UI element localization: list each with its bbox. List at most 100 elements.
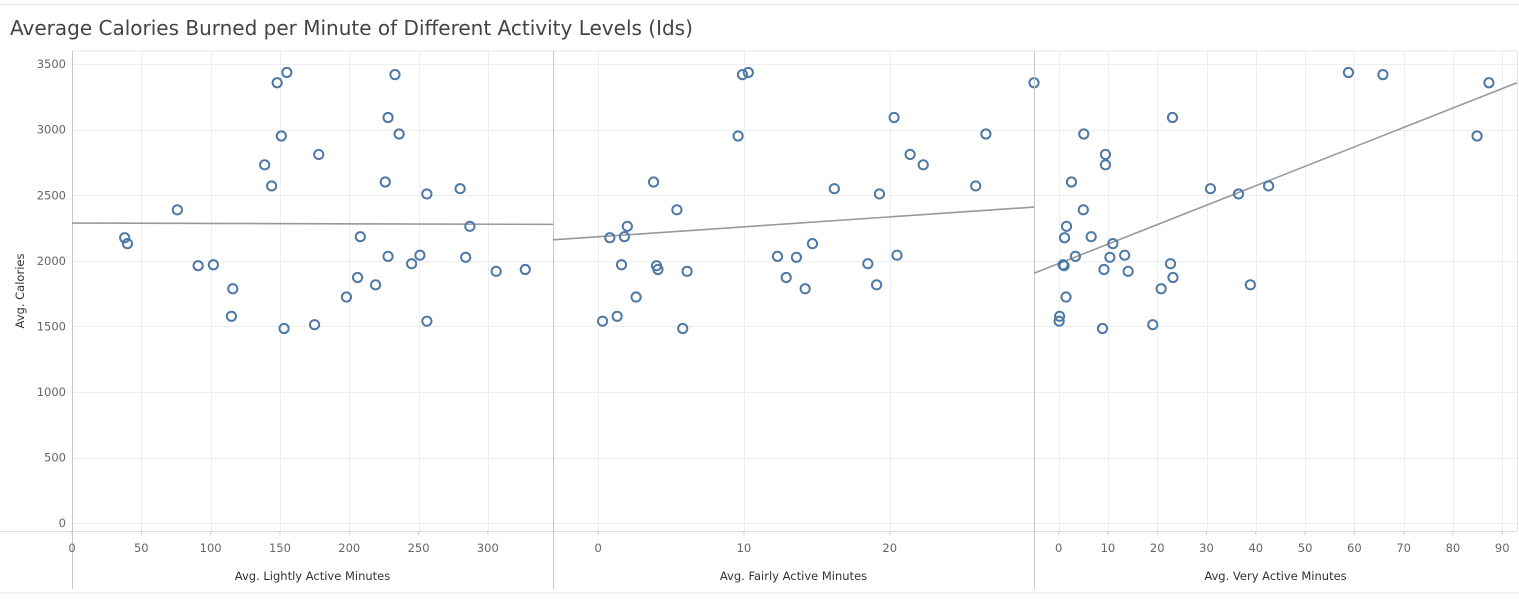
data-point: [1060, 220, 1073, 232]
data-point: [266, 180, 278, 192]
data-point: [1244, 279, 1256, 291]
x-tick-label: 200: [338, 541, 360, 555]
data-point: [308, 319, 321, 331]
data-point: [1147, 319, 1159, 331]
data-point: [1069, 250, 1082, 262]
x-tick-label: 50: [1298, 541, 1313, 555]
data-point: [464, 220, 476, 232]
x-tick-label: 150: [269, 541, 291, 555]
data-point: [454, 183, 466, 195]
data-point: [681, 265, 693, 277]
data-point: [596, 315, 609, 327]
data-point: [970, 180, 982, 192]
data-point: [1263, 180, 1275, 192]
data-point: [1098, 263, 1110, 276]
data-point: [281, 66, 293, 79]
data-point: [618, 231, 631, 243]
x-tick-label: 0: [68, 541, 75, 555]
data-point: [369, 279, 382, 291]
x-tick-label: 30: [1199, 541, 1214, 555]
data-point: [732, 130, 744, 142]
data-point: [1060, 291, 1072, 303]
data-point: [1377, 69, 1389, 81]
data-point: [1104, 251, 1116, 263]
data-point: [351, 271, 364, 284]
x-tick-label: 100: [200, 541, 222, 555]
data-point: [870, 279, 883, 291]
x-tick-label: 80: [1446, 541, 1461, 555]
data-point: [389, 69, 401, 81]
data-point: [119, 232, 131, 244]
data-point: [313, 148, 325, 161]
top-rule: [0, 4, 1519, 5]
data-point: [354, 231, 366, 243]
y-tick-label: 0: [59, 516, 66, 530]
data-point: [121, 238, 134, 250]
x-tick-label: 0: [595, 541, 602, 555]
data-point: [1167, 271, 1179, 284]
x-tick-label: 0: [1055, 541, 1062, 555]
data-point: [1166, 111, 1179, 124]
x-tick-label: 300: [477, 541, 499, 555]
trend-line: [552, 206, 1035, 241]
data-point: [382, 111, 394, 124]
data-point: [406, 258, 418, 270]
data-point: [519, 263, 531, 276]
data-point: [1204, 183, 1217, 195]
x-tick-label: 250: [408, 541, 430, 555]
data-point: [1483, 77, 1495, 89]
data-point: [742, 66, 754, 79]
data-point: [862, 258, 874, 270]
data-point: [1078, 128, 1090, 140]
data-point: [799, 283, 811, 295]
data-point: [171, 204, 183, 216]
data-point: [1164, 258, 1177, 270]
data-point: [421, 188, 433, 200]
data-point: [780, 271, 792, 284]
data-point: [192, 260, 204, 272]
data-point: [259, 159, 271, 171]
x-axis-title: Avg. Very Active Minutes: [1204, 569, 1346, 583]
data-point: [490, 265, 502, 277]
data-point: [1471, 130, 1483, 142]
y-tick-label: 3500: [37, 57, 66, 71]
chart-title: Average Calories Burned per Minute of Di…: [10, 16, 693, 40]
data-point: [611, 310, 623, 322]
x-tick-label: 20: [882, 541, 897, 555]
data-point: [382, 250, 394, 262]
data-point: [671, 204, 683, 216]
data-point: [888, 111, 900, 124]
data-point: [1077, 204, 1089, 216]
y-tick-label: 500: [44, 451, 66, 465]
data-point: [891, 249, 903, 261]
data-point: [873, 188, 886, 200]
data-point: [1122, 265, 1134, 277]
x-axis-title: Avg. Lightly Active Minutes: [235, 569, 390, 583]
data-point: [615, 259, 628, 271]
x-tick-label: 10: [737, 541, 752, 555]
data-point: [736, 69, 749, 81]
x-tick-label: 90: [1495, 541, 1510, 555]
y-axis-title: Avg. Calories: [13, 254, 27, 329]
data-point: [1065, 176, 1078, 188]
data-point: [647, 176, 660, 188]
data-point: [1058, 232, 1071, 244]
data-point: [414, 249, 426, 261]
data-point: [340, 291, 353, 303]
data-point: [1155, 283, 1167, 295]
data-point: [1119, 249, 1131, 261]
data-point: [271, 77, 283, 89]
x-tick-label: 60: [1347, 541, 1362, 555]
data-point: [604, 232, 616, 244]
data-point: [1054, 310, 1066, 322]
x-tick-label: 40: [1248, 541, 1263, 555]
data-point: [806, 238, 819, 250]
data-point: [1096, 322, 1109, 335]
x-tick-label: 50: [134, 541, 149, 555]
data-point: [790, 251, 803, 263]
x-tick-label: 10: [1101, 541, 1116, 555]
y-tick-label: 1500: [37, 319, 66, 333]
x-tick-label: 70: [1396, 541, 1411, 555]
data-point: [278, 322, 290, 335]
